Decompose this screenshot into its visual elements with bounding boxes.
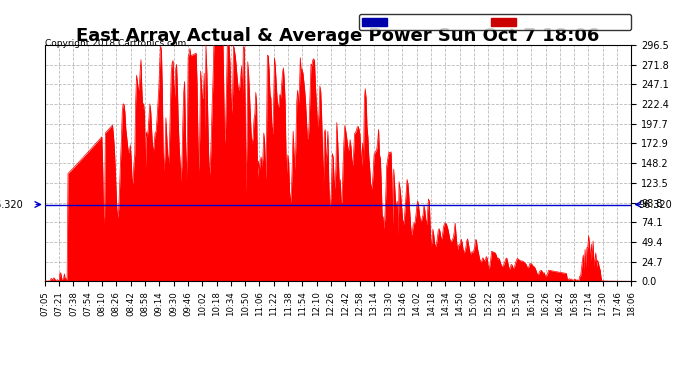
Title: East Array Actual & Average Power Sun Oct 7 18:06: East Array Actual & Average Power Sun Oc…: [77, 27, 600, 45]
Text: 96.320: 96.320: [0, 200, 23, 210]
Text: 96.320: 96.320: [638, 200, 672, 210]
Legend: Average  (DC Watts), East Array  (DC Watts): Average (DC Watts), East Array (DC Watts…: [359, 14, 631, 30]
Text: Copyright 2018 Cartronics.com: Copyright 2018 Cartronics.com: [45, 39, 186, 48]
